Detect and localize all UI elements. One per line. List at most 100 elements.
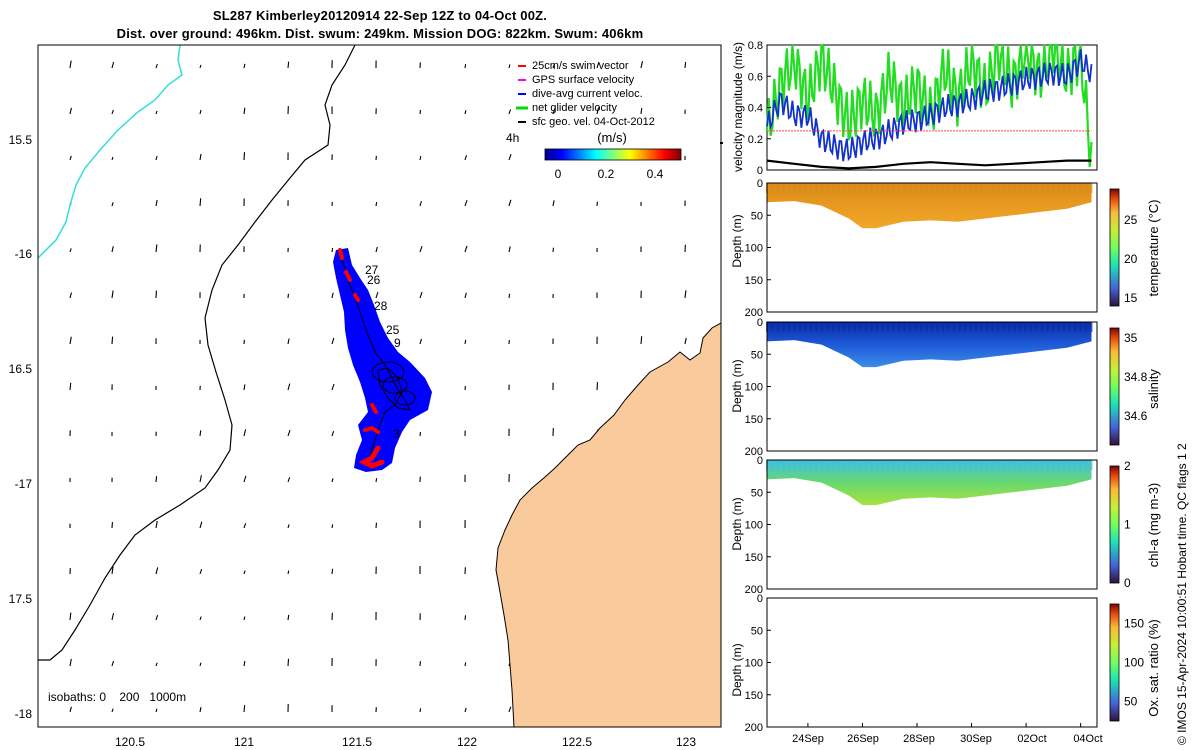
section-ytick-label: 0	[757, 317, 763, 329]
current-vector	[331, 383, 335, 391]
current-vector	[508, 154, 512, 161]
current-vector	[684, 61, 687, 69]
isobath-line	[38, 45, 356, 661]
current-vector	[331, 478, 334, 483]
section-panel-temperature: 0 50 100 150 200 15 20 25	[745, 178, 1138, 319]
current-vector	[464, 292, 467, 299]
section-ytick-label: 100	[745, 243, 763, 255]
glider-loiter-loop	[394, 390, 416, 406]
current-vector	[684, 337, 687, 345]
colorbar-tick-label: 35	[1124, 331, 1138, 345]
glider-position-segment	[344, 270, 352, 282]
section-ytick-label: 0	[757, 178, 763, 190]
section-ytick-label: 200	[745, 722, 763, 734]
velocity-panel: 0 0.2 0.4 0.6 0.8 velocity magnitude (m/s)	[720, 40, 1098, 177]
velocity-ytick-label: 0.4	[748, 103, 763, 115]
section-ylabel: Depth (m)	[730, 214, 744, 267]
colorbar-units: (m/s)	[597, 130, 627, 145]
current-vector	[331, 524, 334, 529]
current-vector	[331, 247, 334, 253]
map-x-ticks: 120.5 121 121.5 122 122.5 123	[115, 735, 696, 749]
current-vector	[419, 291, 423, 299]
current-vector	[69, 382, 72, 391]
section-colorbar	[1109, 603, 1120, 722]
current-vector	[243, 570, 246, 575]
day-label: 25	[386, 323, 400, 337]
colorbar-tick: 0.4	[647, 167, 664, 181]
section-ytick-label: 100	[745, 382, 763, 394]
current-vector	[243, 523, 247, 529]
glider-position-segment	[338, 248, 344, 260]
colorbar-tick-label: 20	[1124, 252, 1138, 266]
glider-position-segment	[353, 293, 360, 302]
current-vector	[508, 293, 511, 299]
colorbar-tick-label: 2	[1124, 459, 1131, 473]
legend-item: sfc geo. vel. 04-Oct-2012	[518, 116, 655, 128]
legend-item: GPS surface velocity	[518, 74, 635, 86]
colorbar-tick-label: 1	[1124, 518, 1131, 532]
current-vector	[596, 61, 600, 69]
current-vector	[640, 107, 643, 115]
colorbar-label-salinity: salinity	[1146, 369, 1161, 409]
current-vector	[287, 338, 290, 345]
velocity-ylabel: velocity magnitude (m/s)	[731, 42, 745, 172]
current-vector	[155, 63, 158, 69]
velocity-series	[765, 43, 1093, 170]
section-ytick-label: 200	[745, 446, 763, 458]
date-axis: 24Sep 26Sep 28Sep 30Sep 02Oct 04Oct	[792, 733, 1103, 745]
day-label: 26	[367, 273, 381, 287]
velocity-series-line	[766, 49, 1093, 162]
current-vector	[199, 109, 202, 115]
velocity-ytick-label: 0.6	[748, 71, 763, 83]
section-ytick-label: 50	[751, 625, 763, 637]
speed-colorbar: 4h (m/s) 0 0.2 0.4	[506, 130, 682, 181]
colorbar-tick-label: 0	[1124, 576, 1131, 590]
colorbar-tick-label: 100	[1124, 656, 1144, 670]
colorbar-tick-label: 150	[1124, 617, 1144, 631]
date-tick-label: 04Oct	[1073, 733, 1102, 745]
current-vector	[199, 662, 202, 667]
glider-position-segment	[370, 403, 378, 414]
current-vector	[155, 476, 158, 483]
map-ytick: 15.5	[9, 133, 33, 147]
current-vector	[199, 430, 202, 437]
current-vector	[199, 707, 202, 713]
date-tick-label: 02Oct	[1017, 733, 1046, 745]
current-vector	[111, 246, 114, 253]
section-panel-chl-a: 0 50 100 150 200 0 1 2	[745, 455, 1131, 596]
date-tick-label: 26Sep	[847, 733, 879, 745]
current-vector	[155, 708, 158, 713]
current-vector	[287, 570, 290, 575]
map-xtick: 122	[457, 735, 477, 749]
current-vector	[464, 615, 467, 621]
current-vector	[111, 202, 114, 207]
current-vector	[111, 156, 114, 161]
current-vector	[111, 660, 115, 667]
current-vector	[464, 110, 467, 115]
depth-sections: 05010015020015202505010015020034.634.835…	[745, 178, 1148, 734]
section-ytick-label: 0	[757, 455, 763, 467]
current-vector	[243, 616, 246, 621]
section-ytick-label: 150	[745, 690, 763, 702]
section-ytick-label: 50	[751, 349, 763, 361]
glider-track-path	[339, 254, 411, 456]
current-vector	[69, 706, 72, 713]
map-xtick: 122.5	[562, 735, 592, 749]
glider-loiter-loop	[371, 361, 405, 383]
map-frame	[37, 44, 722, 728]
current-vector	[243, 107, 246, 115]
current-vector	[640, 60, 643, 69]
map-y-ticks: 15.5 -16 16.5 -17 17.5 -18	[9, 133, 33, 721]
map-ytick: 17.5	[9, 592, 33, 606]
current-vector	[155, 520, 158, 529]
current-vector	[243, 475, 247, 483]
section-labels: Depth (m) Depth (m) Depth (m) Depth (m) …	[730, 200, 1161, 717]
map-ytick: 16.5	[9, 362, 33, 376]
current-vector	[508, 706, 512, 713]
current-vector	[243, 63, 246, 69]
current-vector	[287, 383, 291, 391]
current-vector	[69, 336, 72, 345]
day-label: 3	[393, 427, 400, 441]
glider-position-segment	[363, 425, 380, 434]
